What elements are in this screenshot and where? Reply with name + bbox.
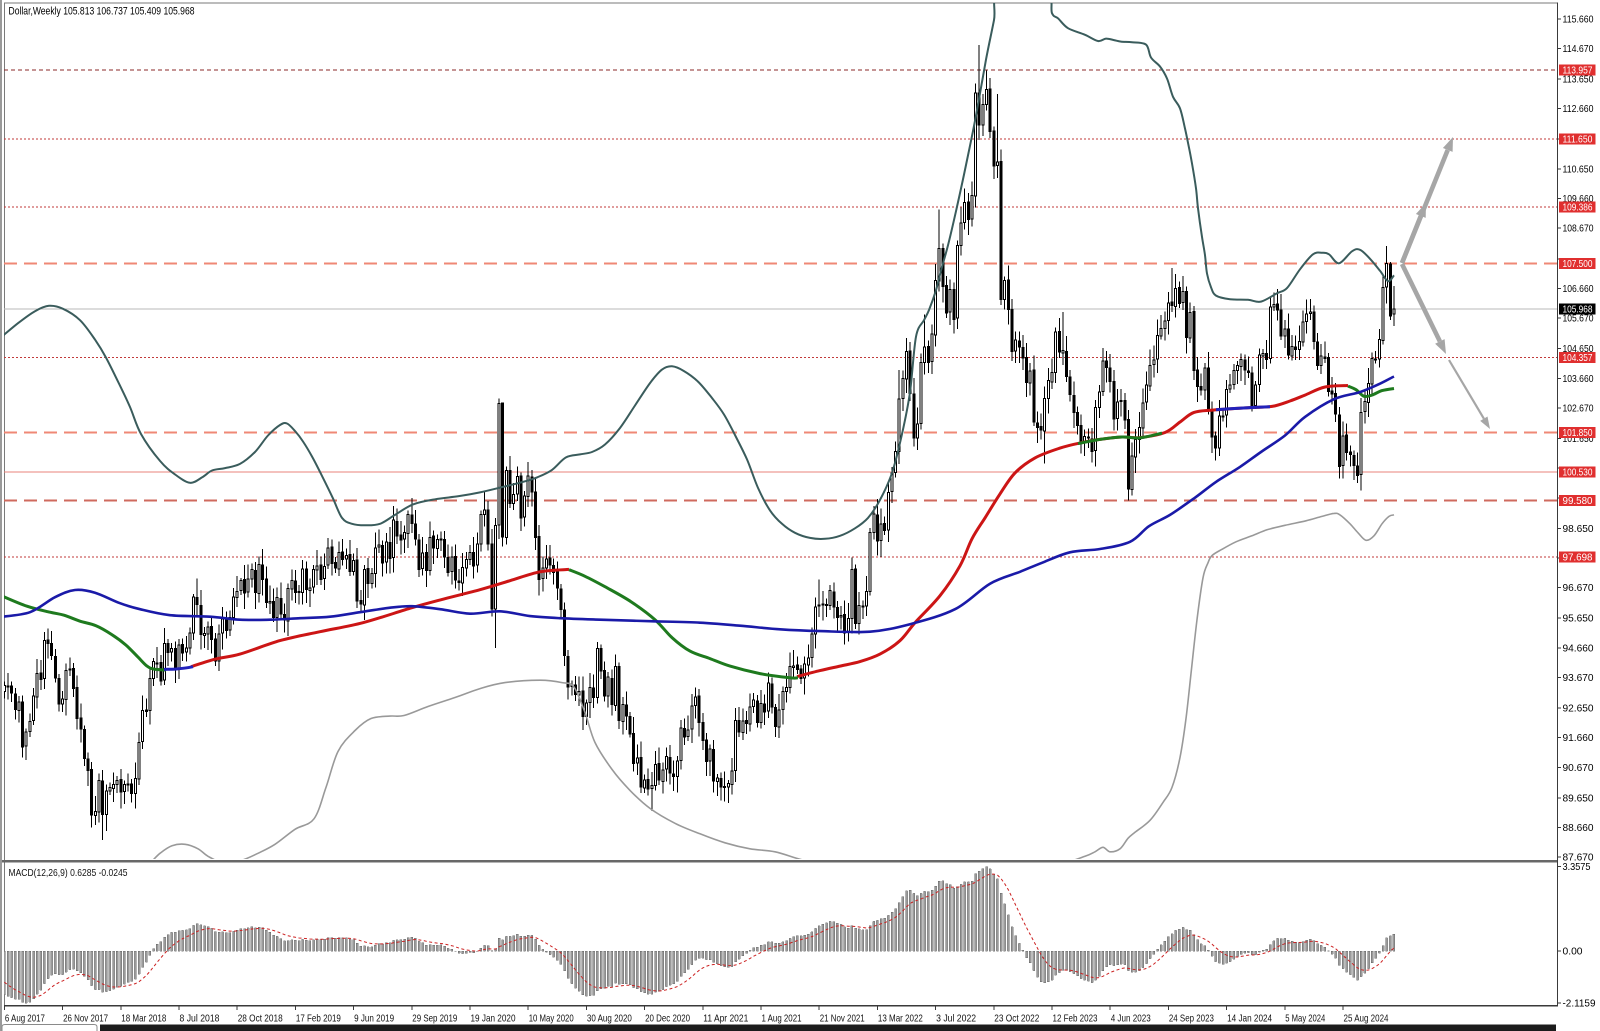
svg-text:4 Jun 2023: 4 Jun 2023 [1111,1013,1151,1025]
svg-text:21 Nov 2021: 21 Nov 2021 [820,1013,865,1025]
svg-text:98.650: 98.650 [1563,523,1594,535]
svg-text:8 Jul 2018: 8 Jul 2018 [180,1013,220,1025]
svg-text:Dollar,Weekly 105.813 106.737: Dollar,Weekly 105.813 106.737 105.409 10… [9,6,195,18]
svg-text:94.660: 94.660 [1563,642,1594,654]
svg-text:25 Aug 2024: 25 Aug 2024 [1344,1013,1389,1025]
svg-text:112.660: 112.660 [1563,103,1594,115]
svg-text:12 Feb 2023: 12 Feb 2023 [1053,1013,1098,1025]
svg-text:5 May 2024: 5 May 2024 [1285,1013,1325,1025]
svg-text:113.650: 113.650 [1563,74,1594,86]
svg-text:114.670: 114.670 [1563,43,1594,55]
svg-text:106.660: 106.660 [1563,283,1594,295]
svg-text:24 Sep 2023: 24 Sep 2023 [1169,1013,1214,1025]
svg-text:108.670: 108.670 [1563,223,1594,235]
svg-text:10 May 2020: 10 May 2020 [529,1013,574,1025]
svg-text:1 Aug 2021: 1 Aug 2021 [762,1013,802,1025]
svg-text:97.698: 97.698 [1563,551,1593,563]
svg-text:91.660: 91.660 [1563,732,1594,744]
svg-text:6 Aug 2017: 6 Aug 2017 [5,1013,45,1025]
svg-text:11 Apr 2021: 11 Apr 2021 [703,1013,748,1025]
svg-text:0.00: 0.00 [1563,946,1583,958]
svg-text:3.3575: 3.3575 [1563,861,1591,873]
svg-text:17 Feb 2019: 17 Feb 2019 [296,1013,341,1025]
svg-text:29 Sep 2019: 29 Sep 2019 [412,1013,457,1025]
svg-text:20 Dec 2020: 20 Dec 2020 [645,1013,690,1025]
svg-text:99.580: 99.580 [1563,495,1593,507]
svg-text:-2.1159: -2.1159 [1563,998,1596,1010]
svg-text:9 Jun 2019: 9 Jun 2019 [354,1013,394,1025]
svg-text:110.650: 110.650 [1563,163,1594,175]
svg-text:89.650: 89.650 [1563,792,1594,804]
svg-text:102.670: 102.670 [1563,402,1594,414]
svg-text:18 Mar 2018: 18 Mar 2018 [121,1013,166,1025]
svg-text:88.660: 88.660 [1563,822,1594,834]
svg-text:95.650: 95.650 [1563,613,1594,625]
svg-text:26 Nov 2017: 26 Nov 2017 [63,1013,108,1025]
svg-text:90.670: 90.670 [1563,762,1594,774]
svg-text:92.650: 92.650 [1563,703,1594,715]
svg-text:13 Mar 2022: 13 Mar 2022 [878,1013,923,1025]
svg-text:MACD(12,26,9) 0.6285 -0.0245: MACD(12,26,9) 0.6285 -0.0245 [9,867,128,879]
svg-text:96.670: 96.670 [1563,582,1594,594]
svg-text:23 Oct 2022: 23 Oct 2022 [994,1013,1039,1025]
svg-text:19 Jan 2020: 19 Jan 2020 [471,1013,516,1025]
svg-text:109.386: 109.386 [1563,201,1593,213]
svg-text:107.500: 107.500 [1563,258,1593,270]
svg-text:87.670: 87.670 [1563,852,1594,864]
svg-text:113.957: 113.957 [1563,64,1593,76]
svg-text:28 Oct 2018: 28 Oct 2018 [238,1013,283,1025]
svg-text:101.850: 101.850 [1563,427,1593,439]
svg-text:14 Jan 2024: 14 Jan 2024 [1227,1013,1272,1025]
svg-text:111.650: 111.650 [1563,134,1593,146]
svg-text:3 Jul 2022: 3 Jul 2022 [936,1013,976,1025]
svg-text:105.670: 105.670 [1563,313,1594,325]
svg-text:30 Aug 2020: 30 Aug 2020 [587,1013,632,1025]
svg-text:105.968: 105.968 [1563,304,1593,316]
svg-text:104.357: 104.357 [1563,352,1593,364]
svg-text:93.670: 93.670 [1563,672,1594,684]
svg-text:103.660: 103.660 [1563,373,1594,385]
svg-text:115.660: 115.660 [1563,13,1594,25]
svg-text:100.530: 100.530 [1563,467,1593,479]
